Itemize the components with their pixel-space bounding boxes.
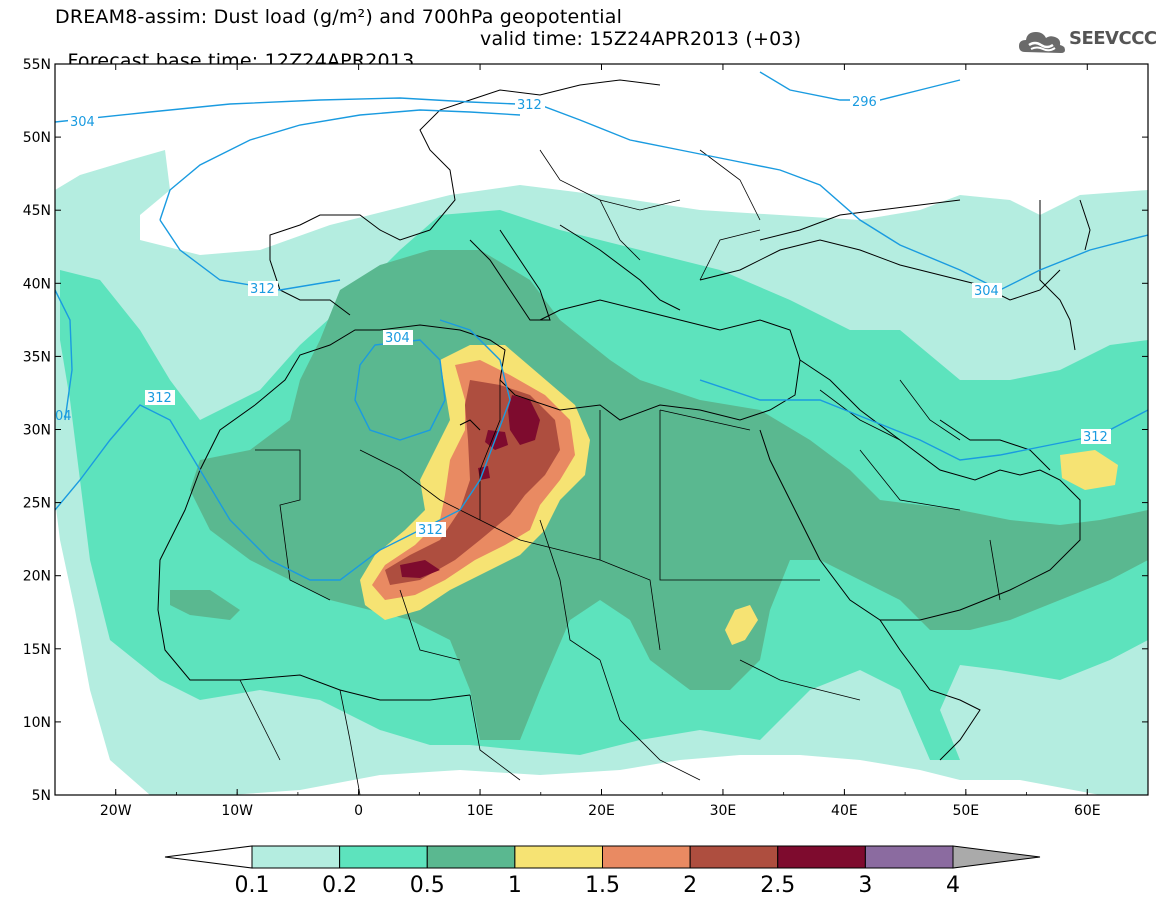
colorbar-swatch xyxy=(689,845,779,869)
dust-level-0.5-west xyxy=(170,590,240,620)
lat-label: 5N xyxy=(32,788,51,804)
colorbar-swatch xyxy=(426,845,516,869)
colorbar-label: 3 xyxy=(858,873,872,898)
lon-label: 10E xyxy=(467,803,494,819)
lat-label: 40N xyxy=(23,276,51,292)
lon-label: 0 xyxy=(354,803,363,819)
colorbar-label: 0.5 xyxy=(410,873,445,898)
dust-level-2.5b xyxy=(485,430,508,450)
valid-time: valid time: 15Z24APR2013 (+03) xyxy=(480,28,802,50)
lat-label: 55N xyxy=(23,57,51,73)
map-field: 304 312 296 312 304 304 312 312 312 04 xyxy=(55,64,1148,795)
colorbar-label: 2 xyxy=(683,873,697,898)
contour-label-312-atlantic: 312 xyxy=(147,391,172,406)
lon-label: 20W xyxy=(100,803,132,819)
lat-label: 15N xyxy=(23,642,51,658)
contour-label-312-n: 312 xyxy=(517,98,542,113)
longitude-axis: 20W 10W 0 10E 20E 30E 40E 50E 60E xyxy=(54,64,1149,819)
map-title: DREAM8-assim: Dust load (g/m²) and 700hP… xyxy=(55,6,623,28)
colorbar-label: 0.1 xyxy=(235,873,270,898)
colorbar-label: 2.5 xyxy=(760,873,795,898)
colorbar-swatch xyxy=(339,845,428,869)
lon-label: 10W xyxy=(221,803,253,819)
contour-label-304-low: 304 xyxy=(385,331,410,346)
dust-level-1-sudan xyxy=(725,605,758,645)
dust-level-2.5 xyxy=(508,395,540,445)
dust-level-0.5 xyxy=(190,250,1148,740)
lat-label: 30N xyxy=(23,423,51,439)
contour-label-296: 296 xyxy=(852,95,877,110)
lon-label: 40E xyxy=(831,803,858,819)
lat-label: 45N xyxy=(23,203,51,219)
dust-level-2.5c xyxy=(400,560,440,578)
colorbar-swatch xyxy=(602,845,691,869)
colorbar-over-triangle xyxy=(952,845,1041,869)
colorbar-label: 4 xyxy=(946,873,960,898)
contour-label-312-arabia: 312 xyxy=(1083,430,1108,445)
lon-label: 60E xyxy=(1074,803,1101,819)
contour-labels: 304 312 296 312 304 304 312 312 312 04 xyxy=(55,94,1111,538)
lon-label: 20E xyxy=(588,803,615,819)
dust-level-1-oman xyxy=(1060,450,1118,490)
colorbar-label: 1.5 xyxy=(585,873,620,898)
contour-label-312-iberia: 312 xyxy=(250,282,275,297)
contour-label-304-e: 304 xyxy=(974,284,999,299)
colorbar-under-triangle xyxy=(164,845,253,869)
contour-label-partial: 04 xyxy=(55,409,72,424)
lat-label: 50N xyxy=(23,130,51,146)
contour-label-304-w: 304 xyxy=(70,115,95,130)
lat-label: 35N xyxy=(23,349,51,365)
logo-text: SEEVCCC xyxy=(1069,28,1157,49)
lat-label: 20N xyxy=(23,569,51,585)
lon-label: 50E xyxy=(952,803,979,819)
seevccc-logo: SEEVCCC xyxy=(1017,24,1157,58)
lat-label: 25N xyxy=(23,496,51,512)
colorbar: 0.1 0.2 0.5 1 1.5 2 2.5 3 4 xyxy=(164,845,1041,898)
colorbar-swatch xyxy=(864,845,954,869)
latitude-axis: 55N 50N 45N 40N 35N 30N 25N 20N 15N 10N 5N xyxy=(23,57,1148,804)
colorbar-swatch xyxy=(777,845,866,869)
colorbar-swatch xyxy=(251,845,341,869)
colorbar-label: 0.2 xyxy=(322,873,357,898)
cloud-icon xyxy=(1019,32,1065,53)
lat-label: 10N xyxy=(23,715,51,731)
lon-label: 30E xyxy=(710,803,737,819)
colorbar-swatch xyxy=(514,845,603,869)
country-borders xyxy=(239,149,1001,795)
coastlines xyxy=(157,79,1091,761)
colorbar-label: 1 xyxy=(508,873,522,898)
contour-label-312-sahara: 312 xyxy=(418,523,443,538)
